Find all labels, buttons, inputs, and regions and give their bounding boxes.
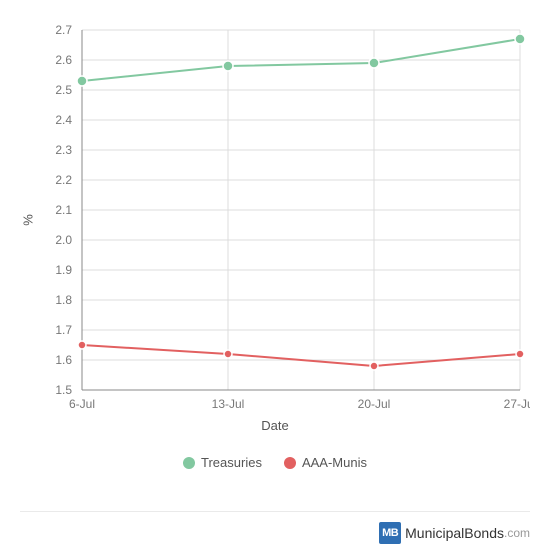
brand-text: MunicipalBonds [405, 525, 504, 541]
chart-svg: 1.51.61.71.81.92.02.12.22.32.42.52.62.7 … [20, 20, 530, 430]
svg-text:6-Jul: 6-Jul [69, 397, 95, 411]
svg-text:2.0: 2.0 [55, 233, 72, 247]
svg-text:2.4: 2.4 [55, 113, 72, 127]
svg-text:27-Jul: 27-Jul [504, 397, 530, 411]
brand-badge: MB [379, 522, 401, 544]
x-axis-title: Date [0, 418, 550, 433]
svg-text:2.3: 2.3 [55, 143, 72, 157]
legend-label-aaa-munis: AAA-Munis [302, 455, 367, 470]
chart-area: 1.51.61.71.81.92.02.12.22.32.42.52.62.7 … [20, 20, 530, 430]
svg-text:2.7: 2.7 [55, 23, 72, 37]
brand-suffix: .com [504, 526, 530, 540]
legend: Treasuries AAA-Munis [0, 455, 550, 470]
svg-text:1.8: 1.8 [55, 293, 72, 307]
svg-text:13-Jul: 13-Jul [212, 397, 245, 411]
svg-text:2.6: 2.6 [55, 53, 72, 67]
svg-text:1.9: 1.9 [55, 263, 72, 277]
legend-label-treasuries: Treasuries [201, 455, 262, 470]
svg-text:2.5: 2.5 [55, 83, 72, 97]
svg-text:20-Jul: 20-Jul [358, 397, 391, 411]
svg-text:1.5: 1.5 [55, 383, 72, 397]
svg-text:2.1: 2.1 [55, 203, 72, 217]
legend-swatch-treasuries [183, 457, 195, 469]
chart-container: 1.51.61.71.81.92.02.12.22.32.42.52.62.7 … [0, 0, 550, 558]
svg-text:1.6: 1.6 [55, 353, 72, 367]
y-axis-title: % [20, 214, 35, 226]
svg-text:2.2: 2.2 [55, 173, 72, 187]
svg-text:1.7: 1.7 [55, 323, 72, 337]
legend-swatch-aaa-munis [284, 457, 296, 469]
footer: MB MunicipalBonds .com [20, 511, 530, 544]
legend-item-treasuries: Treasuries [183, 455, 262, 470]
legend-item-aaa-munis: AAA-Munis [284, 455, 367, 470]
